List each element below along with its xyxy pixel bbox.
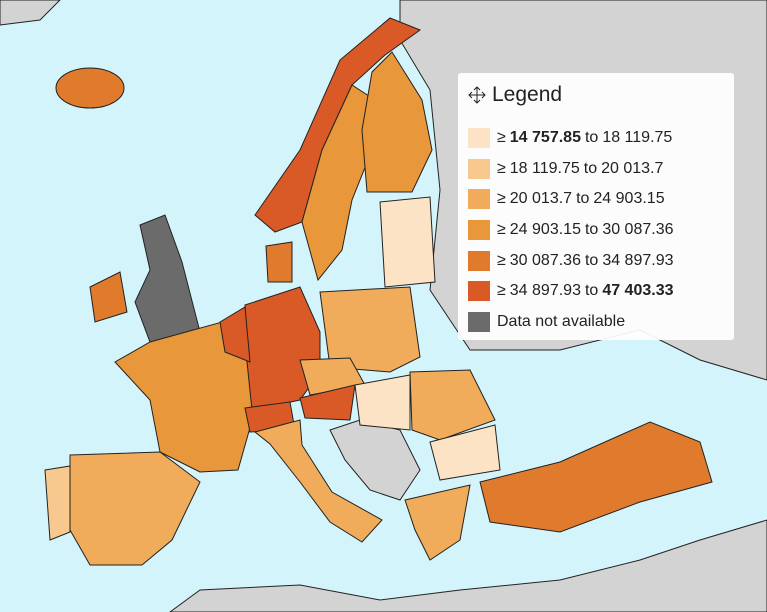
spain bbox=[69, 451, 201, 566]
portugal bbox=[44, 465, 71, 541]
legend-swatch bbox=[468, 128, 490, 149]
legend-swatch bbox=[468, 220, 490, 241]
romania bbox=[409, 369, 496, 441]
connector: to bbox=[584, 221, 599, 239]
prefix: ≥ bbox=[497, 159, 506, 177]
turkey bbox=[479, 421, 713, 533]
iceland bbox=[55, 67, 125, 109]
poland bbox=[319, 286, 421, 373]
legend-swatch bbox=[468, 250, 490, 271]
greece bbox=[404, 484, 471, 561]
move-icon[interactable] bbox=[468, 86, 486, 104]
range-from: 34 897.93 bbox=[509, 282, 581, 300]
range-from: 30 087.36 bbox=[509, 251, 581, 269]
range-from: 14 757.85 bbox=[509, 129, 581, 147]
norway bbox=[254, 17, 422, 233]
hungary bbox=[354, 374, 411, 431]
range-to: 34 897.93 bbox=[602, 251, 674, 269]
connector: to bbox=[583, 159, 598, 177]
na-label: Data not available bbox=[497, 312, 626, 330]
connector: to bbox=[584, 129, 599, 147]
legend-swatch bbox=[468, 281, 490, 302]
ireland bbox=[89, 271, 128, 323]
legend-swatch bbox=[468, 189, 490, 210]
legend-item: ≥14 757.85 to 18 119.75 bbox=[468, 123, 724, 154]
range-to: 24 903.15 bbox=[593, 190, 665, 208]
prefix: ≥ bbox=[497, 190, 506, 208]
legend-item: ≥24 903.15 to 30 087.36 bbox=[468, 215, 724, 246]
prefix: ≥ bbox=[497, 129, 506, 147]
legend-item: Data not available bbox=[468, 307, 724, 338]
range-to: 47 403.33 bbox=[602, 282, 674, 300]
legend-swatch bbox=[468, 158, 490, 179]
legend-item: ≥20 013.7 to 24 903.15 bbox=[468, 184, 724, 215]
bulgaria bbox=[429, 424, 501, 481]
range-to: 30 087.36 bbox=[602, 221, 674, 239]
legend-title: Legend bbox=[492, 83, 563, 106]
legend-item: ≥30 087.36 to 34 897.93 bbox=[468, 245, 724, 276]
legend-header: Legend bbox=[468, 83, 724, 107]
denmark bbox=[265, 241, 293, 283]
legend-item: ≥18 119.75 to 20 013.7 bbox=[468, 154, 724, 185]
range-to: 18 119.75 bbox=[602, 129, 673, 147]
range-to: 20 013.7 bbox=[601, 159, 664, 177]
italy bbox=[253, 419, 383, 543]
sweden bbox=[301, 84, 376, 282]
legend-rows: ≥14 757.85 to 18 119.75 ≥18 119.75 to 20 013.… bbox=[468, 123, 724, 337]
austria bbox=[299, 384, 356, 421]
benelux bbox=[219, 306, 251, 363]
range-from: 24 903.15 bbox=[509, 221, 581, 239]
uk bbox=[134, 214, 201, 343]
range-from: 18 119.75 bbox=[509, 159, 580, 177]
legend[interactable]: Legend ≥14 757.85 to 18 119.75 ≥18 119.75 to… bbox=[458, 73, 734, 340]
prefix: ≥ bbox=[497, 251, 506, 269]
connector: to bbox=[584, 282, 599, 300]
connector: to bbox=[576, 190, 590, 208]
baltics bbox=[379, 196, 436, 288]
legend-swatch bbox=[468, 311, 490, 332]
connector: to bbox=[584, 251, 599, 269]
finland bbox=[361, 51, 433, 193]
prefix: ≥ bbox=[497, 282, 506, 300]
prefix: ≥ bbox=[497, 221, 506, 239]
range-from: 20 013.7 bbox=[509, 190, 573, 208]
legend-item: ≥34 897.93 to 47 403.33 bbox=[468, 276, 724, 307]
